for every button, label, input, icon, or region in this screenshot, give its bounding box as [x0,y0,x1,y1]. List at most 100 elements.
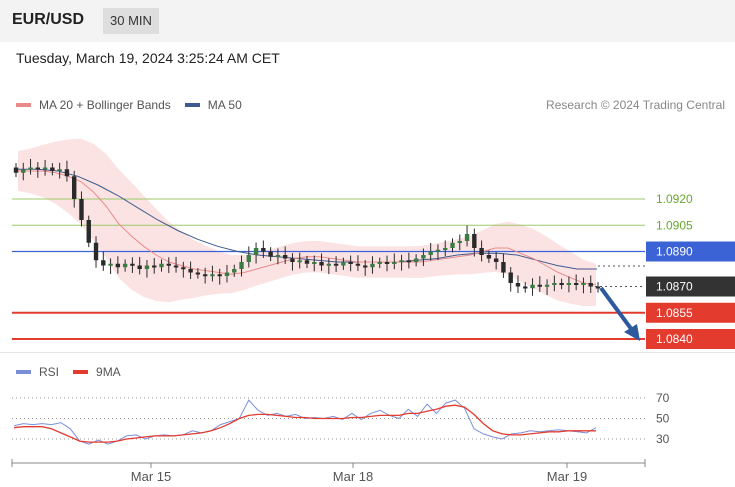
candle-body [457,241,462,243]
legend-item-9ma: 9MA [73,365,121,379]
candle-body [28,167,33,170]
candle-body [159,263,164,268]
ma20-swatch [16,103,31,107]
candle-body [493,258,499,262]
legend-9ma-label: 9MA [96,365,121,379]
legend-item-rsi: RSI [16,365,59,379]
candle-body [93,242,99,261]
legend-item-ma20: MA 20 + Bollinger Bands [16,98,171,112]
candle-body [13,167,19,173]
ma9-swatch [73,370,89,374]
level-label-1.0870: 1.0870 [656,280,693,294]
chart-datetime: Tuesday, March 19, 2024 3:25:24 AM CET [16,50,280,66]
candle-body [595,286,601,289]
candle-body [297,260,302,263]
level-label-1.0840: 1.0840 [656,332,693,346]
candle-body [64,169,70,177]
ma50-swatch [184,103,200,107]
candle-body [537,284,542,287]
rsi-tick-70: 70 [656,391,670,405]
candle-body [370,263,375,268]
candle-body [581,283,586,285]
candle-body [472,234,477,248]
candle-body [122,263,128,268]
candle-body [523,286,528,289]
candle-body [181,267,186,270]
candle-body [435,249,441,252]
candle-body [552,283,557,285]
panel-divider [0,352,735,353]
candle-body [282,255,288,259]
candle-body [86,220,91,243]
candle-body [392,262,397,264]
candle-body [115,263,121,268]
candle-body [348,262,353,264]
candle-body [195,272,201,275]
candle-body [530,284,535,289]
candle-body [573,283,579,285]
candle-body [72,176,77,199]
level-badge-1.0840 [646,329,735,349]
candle-body [144,265,150,269]
level-label-1.0890: 1.0890 [656,245,693,259]
candle-body [261,248,266,252]
candle-body [413,258,419,262]
candle-body [312,262,317,264]
candle-body [188,269,193,273]
candle-body [304,260,310,264]
candle-body [559,283,564,285]
rsi-legend: RSI 9MA [16,365,135,379]
header-bar: EUR/USD 30 MIN [0,0,735,42]
candle-body [355,263,361,266]
candle-body [464,234,470,241]
candle-body [152,265,157,268]
rsi-tick-30: 30 [656,432,670,446]
forecast-arrow-head [624,324,640,341]
level-badge-1.0855 [646,302,735,323]
timeframe-button[interactable]: 30 MIN [103,8,159,34]
rsi-swatch [16,370,31,374]
candle-body [421,255,426,259]
candle-body [333,263,339,266]
rsi-line [13,399,597,445]
candle-body [137,265,142,269]
forecast-arrow-line [599,286,634,332]
candle-body [268,251,273,257]
candle-body [501,262,506,273]
candle-body [239,262,244,269]
candle-body [21,169,26,173]
candle-body [399,260,404,263]
candle-body [217,274,222,277]
level-label-1.0855: 1.0855 [656,306,693,320]
candle-body [50,167,55,171]
candle-body [130,263,135,266]
x-tick-label-0: Mar 15 [131,469,171,484]
candle-body [290,258,295,262]
candle-body [486,255,492,259]
credit-text: Research © 2024 Trading Central [546,98,725,112]
candle-body [246,255,251,262]
level-badge-1.0890 [646,241,735,262]
candle-body [42,167,48,170]
candle-body [166,263,171,266]
candle-body [363,265,368,268]
candle-body [341,262,346,266]
x-tick-label-1: Mar 18 [333,469,373,484]
candle-body [232,269,237,273]
level-label-1.0905: 1.0905 [656,218,693,232]
candle-body [202,274,208,277]
candle-body [224,272,230,276]
candle-body [210,274,215,277]
candle-body [428,251,433,255]
rsi-tick-50: 50 [656,412,670,426]
candle-body [479,248,484,255]
legend-ma20-label: MA 20 + Bollinger Bands [39,98,171,112]
candle-body [173,265,179,268]
candle-body [508,272,513,283]
candle-body [326,263,332,266]
legend-rsi-label: RSI [39,365,60,379]
level-label-1.0920: 1.0920 [656,192,693,206]
candle-body [406,260,412,263]
candle-body [544,284,550,287]
candle-body [450,242,455,248]
